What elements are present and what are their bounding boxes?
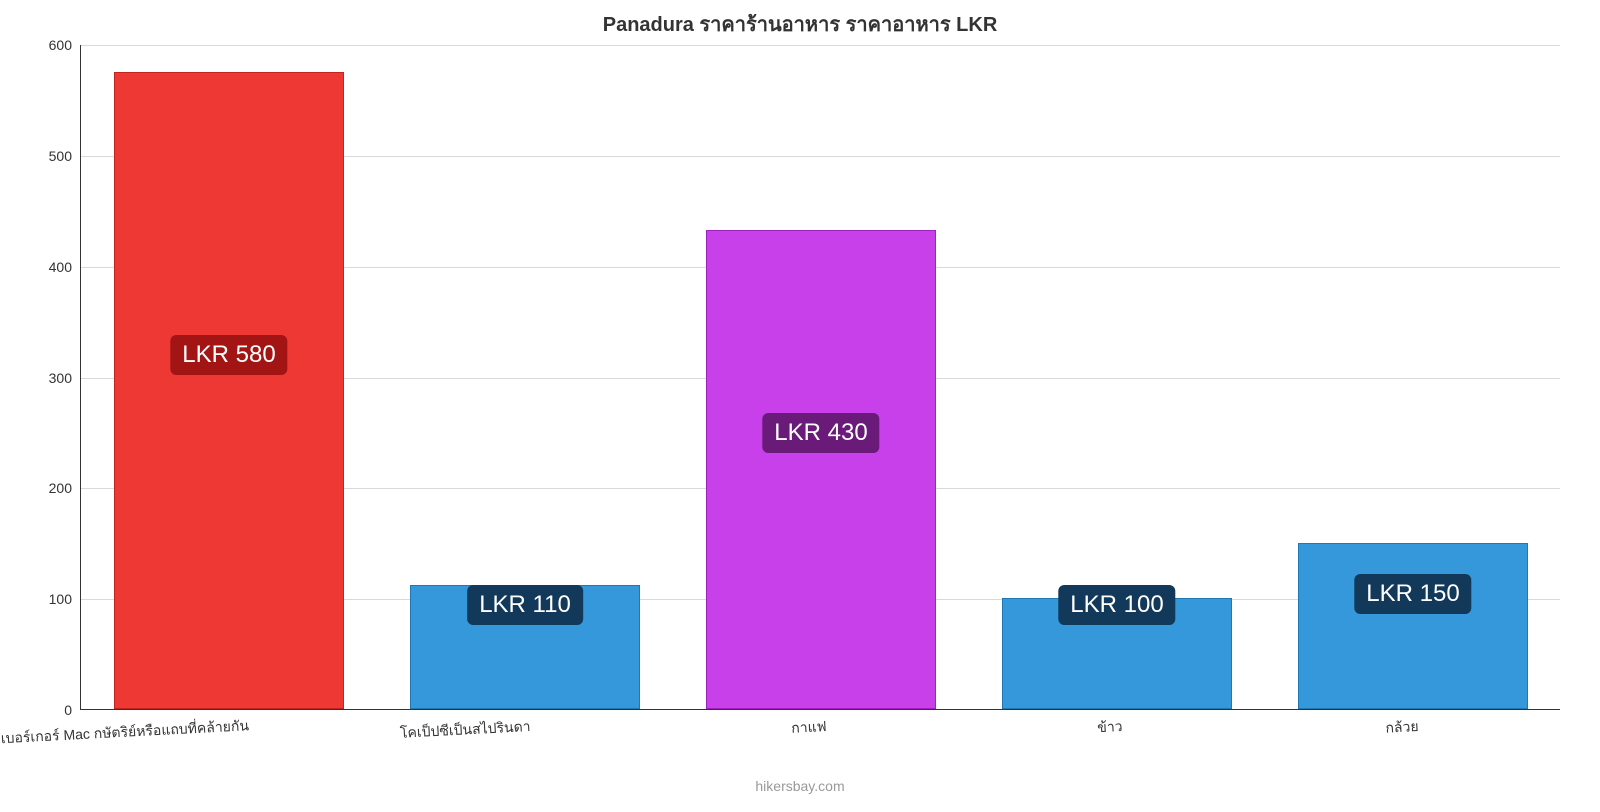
- plot-area: LKR 580 LKR 110 LKR 430 LKR 100 LKR 150: [80, 45, 1560, 710]
- data-label: LKR 430: [762, 413, 879, 453]
- chart-container: Panadura ราคาร้านอาหาร ราคาอาหาร LKR LKR…: [0, 0, 1600, 800]
- data-label: LKR 100: [1058, 585, 1175, 625]
- data-label: LKR 580: [170, 335, 287, 375]
- ytick-label: 300: [24, 370, 72, 386]
- ytick-label: 100: [24, 591, 72, 607]
- ytick-label: 200: [24, 480, 72, 496]
- gridline: [81, 45, 1560, 46]
- data-label: LKR 150: [1354, 574, 1471, 614]
- ytick-label: 500: [24, 148, 72, 164]
- ytick-label: 600: [24, 37, 72, 53]
- bar: [114, 72, 345, 709]
- data-label: LKR 110: [467, 585, 583, 625]
- chart-title: Panadura ราคาร้านอาหาร ราคาอาหาร LKR: [0, 8, 1600, 40]
- ytick-label: 400: [24, 259, 72, 275]
- bar: [1298, 543, 1529, 709]
- bar: [706, 230, 937, 709]
- ytick-label: 0: [24, 702, 72, 718]
